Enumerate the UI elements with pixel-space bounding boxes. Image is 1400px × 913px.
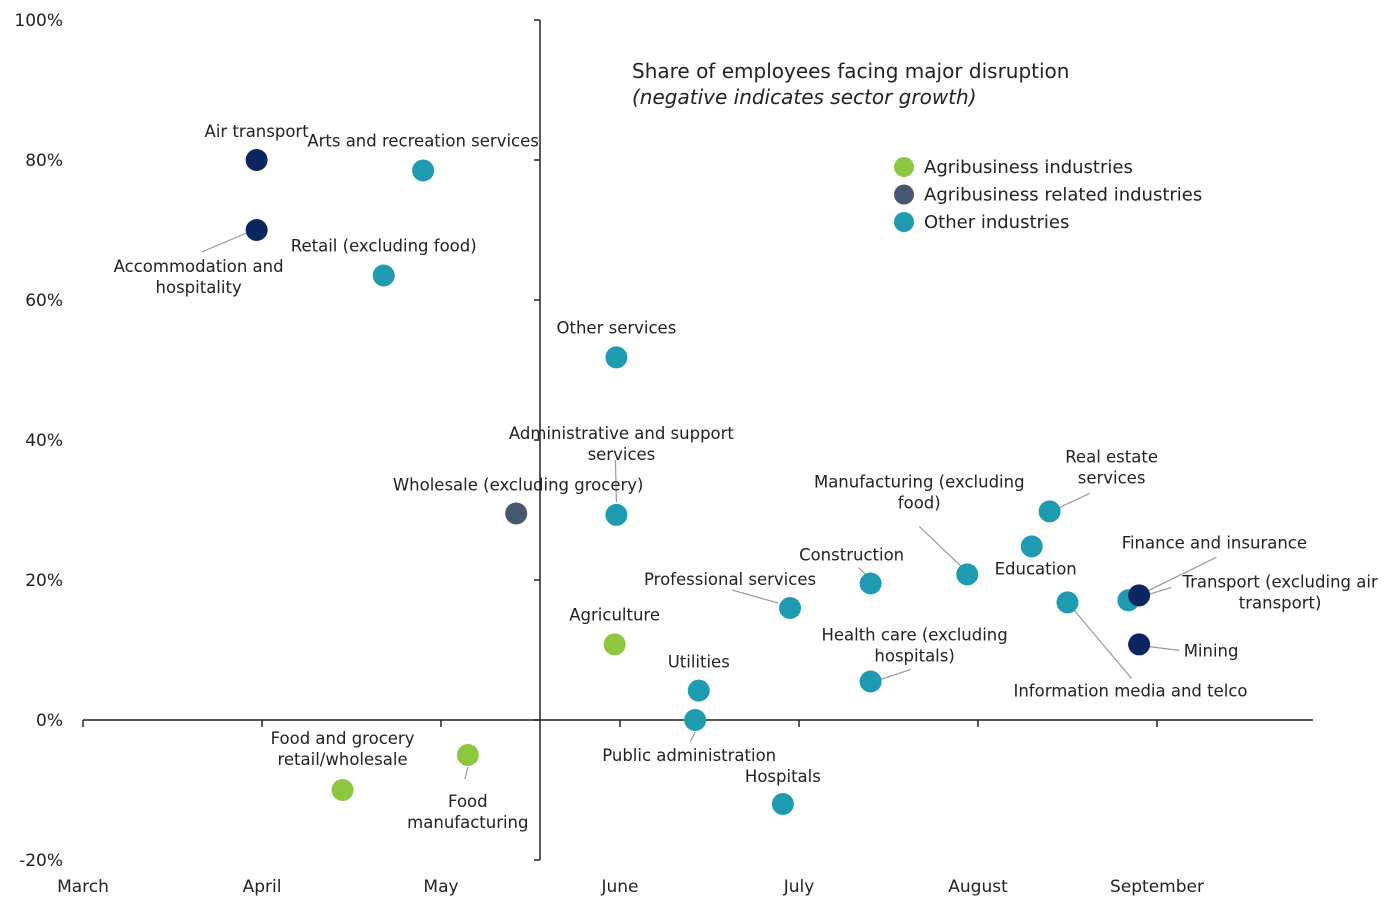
- point-label: Accommodation and hospitality: [114, 257, 284, 297]
- point-label: Administrative and support services: [509, 424, 735, 464]
- chart-points: [245, 149, 1151, 815]
- point-label: Food manufacturing: [407, 792, 528, 832]
- leader-line: [689, 731, 696, 743]
- point-label: Transport (excluding air transport): [1181, 572, 1377, 612]
- data-point: [505, 502, 528, 525]
- leader-line: [1067, 602, 1132, 679]
- point-label: Education: [995, 559, 1077, 578]
- data-point: [859, 670, 882, 693]
- data-point: [1128, 633, 1151, 656]
- point-label: Retail (excluding food): [291, 237, 477, 256]
- point-label: Construction: [799, 546, 904, 565]
- data-point: [245, 219, 268, 241]
- x-tick-label: June: [600, 877, 638, 897]
- data-point: [412, 159, 435, 182]
- y-tick-label: 100%: [14, 11, 63, 31]
- leader-line: [614, 459, 618, 502]
- data-point: [687, 679, 710, 702]
- leader-line: [731, 589, 779, 604]
- data-point: [372, 264, 395, 287]
- leader-line: [464, 766, 469, 780]
- point-label: Public administration: [602, 746, 776, 765]
- data-point: [771, 793, 794, 815]
- y-tick-label: 0%: [36, 711, 63, 731]
- legend-swatch: [894, 184, 914, 205]
- data-point: [605, 346, 628, 369]
- leader-line: [201, 229, 254, 253]
- data-point: [1020, 535, 1043, 558]
- point-label: Information media and telco: [1013, 681, 1247, 700]
- y-tick-label: 60%: [25, 291, 63, 311]
- y-tick-label: -20%: [19, 851, 63, 871]
- data-point: [859, 572, 882, 595]
- chart-axes: 100% 80% 60% 40% 20% 0% -20% March April May June J…: [14, 11, 1313, 897]
- point-label: Mining: [1184, 641, 1239, 660]
- point-label: Finance and insurance: [1122, 533, 1307, 552]
- legend-label: Other industries: [924, 212, 1069, 233]
- y-tick-label: 80%: [25, 151, 63, 171]
- leader-line: [1147, 645, 1180, 651]
- legend-swatch: [894, 212, 914, 232]
- data-point: [1056, 591, 1079, 614]
- y-tick-label: 20%: [25, 571, 63, 591]
- x-tick-label: July: [783, 877, 815, 897]
- x-tick-label: August: [948, 877, 1008, 897]
- legend-label: Agribusiness related industries: [924, 185, 1202, 206]
- point-label: Other services: [557, 318, 677, 337]
- leader-line: [1059, 492, 1090, 508]
- x-tick-label: March: [57, 877, 109, 897]
- data-point: [605, 503, 628, 526]
- point-label: Wholesale (excluding grocery): [393, 476, 644, 495]
- point-label: Professional services: [644, 570, 816, 589]
- point-label: Air transport: [205, 122, 310, 141]
- data-point: [603, 633, 626, 656]
- x-tick-label: April: [243, 877, 282, 897]
- leader-line: [918, 525, 962, 567]
- y-tick-label: 40%: [25, 431, 63, 451]
- point-label: Food and grocery retail/wholesale: [271, 729, 415, 769]
- legend-swatch: [894, 157, 914, 177]
- data-point: [456, 744, 479, 766]
- chart-legend: Agribusiness industries Agribusiness rela…: [894, 157, 1202, 233]
- data-point: [245, 149, 268, 171]
- x-tick-label: May: [423, 877, 458, 897]
- data-point: [1038, 500, 1061, 523]
- data-point: [956, 563, 979, 586]
- chart-title-group: Share of employees facing major disrupti…: [632, 59, 1069, 109]
- point-label: Agriculture: [569, 605, 660, 624]
- data-point: [1128, 584, 1151, 607]
- data-point: [331, 779, 354, 801]
- chart-title: Share of employees facing major disrupti…: [632, 59, 1069, 83]
- point-label: Arts and recreation services: [307, 132, 539, 151]
- point-label: Manufacturing (excluding food): [814, 472, 1025, 512]
- leader-line: [880, 668, 911, 681]
- point-label: Utilities: [668, 653, 730, 672]
- data-point: [779, 597, 802, 619]
- data-point: [684, 709, 707, 731]
- point-label: Health care (excluding hospitals): [821, 626, 1007, 666]
- point-label: Hospitals: [745, 767, 821, 786]
- legend-label: Agribusiness industries: [924, 157, 1133, 178]
- chart-subtitle: (negative indicates sector growth): [632, 85, 977, 109]
- x-tick-label: September: [1110, 877, 1204, 897]
- point-label: Real estate services: [1065, 447, 1158, 487]
